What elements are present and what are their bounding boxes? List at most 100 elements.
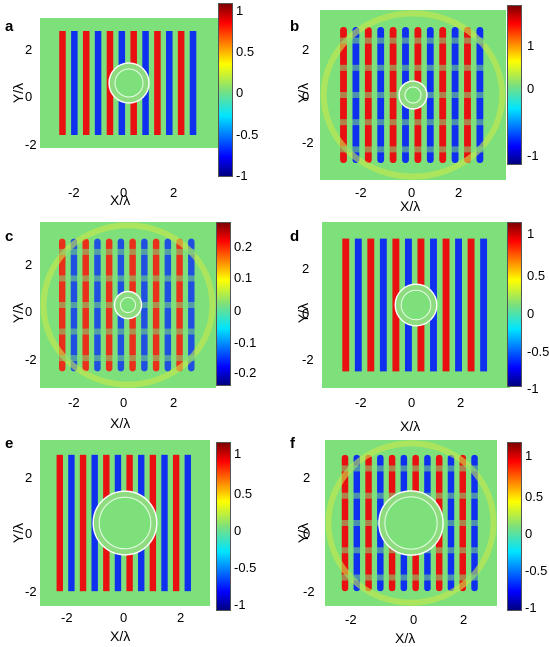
stripe [154,31,161,135]
cylinder-core [98,496,152,550]
x-tick-label: 2 [457,395,465,410]
colorbar-tick-label: 1 [527,226,535,241]
heatmap-plot-e [40,440,210,606]
x-tick-label: 0 [120,185,128,200]
colorbar-tick-label: -1 [527,381,539,396]
panel-letter-c: c [5,228,14,245]
x-tick-label: 2 [455,185,463,200]
colorbar-tick-label: 0.2 [234,239,253,254]
y-tick-label: 0 [302,89,310,104]
cylinder-core [384,496,438,550]
x-tick-label: -2 [68,395,80,410]
colorbar-tick-label: 0 [525,526,533,541]
interference-node-band [340,574,482,581]
colorbar-d [507,222,522,387]
scattered-ring [325,440,497,606]
field-image-b [320,10,506,180]
interference-node-band [340,465,482,472]
stripe [354,238,362,372]
panel-letter-f: f [290,435,295,452]
y-tick-label: 0 [303,526,311,541]
colorbar-c [216,222,231,386]
colorbar-tick-label: 0 [234,303,242,318]
stripe [189,31,197,135]
colorbar-tick-label: -0.2 [234,365,257,380]
interference-node-band [338,64,488,71]
colorbar-tick-label: 1 [525,448,533,463]
cylinder-core [114,68,144,98]
heatmap-plot-f [325,440,497,606]
stripe [71,31,78,135]
x-axis-label: X/λ [110,628,131,644]
x-tick-label: 0 [410,612,418,627]
colorbar-tick-label: 0 [234,523,242,538]
stripe [455,238,462,372]
y-axis-label: Y/λ [10,522,27,544]
stripe [56,454,63,592]
wave-stripes-f [341,454,478,592]
panel-letter-d: d [290,228,300,245]
stripe [442,238,450,372]
colorbar-tick-label: -1 [527,148,539,163]
colorbar-tick-label: -0.5 [525,563,548,578]
colorbar-tick-label: 0 [527,306,535,321]
interference-node-band [338,37,488,44]
panel-letter-a: a [5,18,14,35]
y-axis-label: Y/λ [10,82,27,104]
stripe [379,238,387,372]
x-tick-label: 0 [120,610,128,625]
y-axis-label: Y/λ [10,302,27,324]
colorbar-f [507,442,522,611]
y-axis-label: Y/λ [295,302,312,324]
y-tick-label: 2 [25,257,33,272]
cylinder-core [119,296,137,314]
y-tick-label: 2 [302,42,310,57]
stripe [480,238,488,372]
y-tick-label: -2 [302,135,314,150]
cylinder-core [400,289,432,321]
x-axis-label: X/λ [110,192,131,208]
heatmap-plot-b [320,10,506,180]
x-axis-label: X/λ [110,415,131,431]
cylinder-core [404,86,422,104]
colorbar-tick-label: 0.5 [527,268,546,283]
stripe [172,454,180,592]
stripe [166,31,173,135]
colorbar-tick-label: -1 [236,168,248,183]
interference-node-band [57,275,199,282]
colorbar-tick-label: 0.5 [236,44,255,59]
interference-node-band [57,248,199,255]
stripe [79,454,87,592]
stripe [94,31,102,135]
stripe [467,238,475,372]
stripe [161,454,168,592]
x-tick-label: -2 [355,185,367,200]
colorbar-tick-label: 0.1 [234,270,253,285]
field-image-e [40,440,210,606]
stripe [184,454,191,592]
y-tick-label: -2 [303,584,315,599]
colorbar-tick-label: 1 [527,38,535,53]
field-image-f [325,440,497,606]
field-image-d [322,222,510,388]
colorbar-tick-label: -0.1 [234,335,257,350]
panel-letter-b: b [290,18,300,35]
stripe [367,238,375,372]
y-tick-label: 0 [25,89,33,104]
x-tick-label: -2 [345,612,357,627]
x-tick-label: 2 [170,185,178,200]
y-tick-label: 2 [303,470,311,485]
panel-letter-e: e [5,435,14,452]
interference-node-band [338,146,488,153]
x-axis-label: X/λ [395,630,416,646]
x-tick-label: 0 [120,395,128,410]
colorbar-tick-label: -0.5 [527,344,549,359]
y-axis-label: Y/λ [295,522,312,544]
colorbar-tick-label: 1 [234,446,242,461]
scattered-ring [320,10,506,180]
x-axis-label: X/λ [400,198,421,214]
y-tick-label: 2 [302,261,310,276]
interference-node-band [57,355,199,362]
heatmap-plot-a [40,18,218,148]
